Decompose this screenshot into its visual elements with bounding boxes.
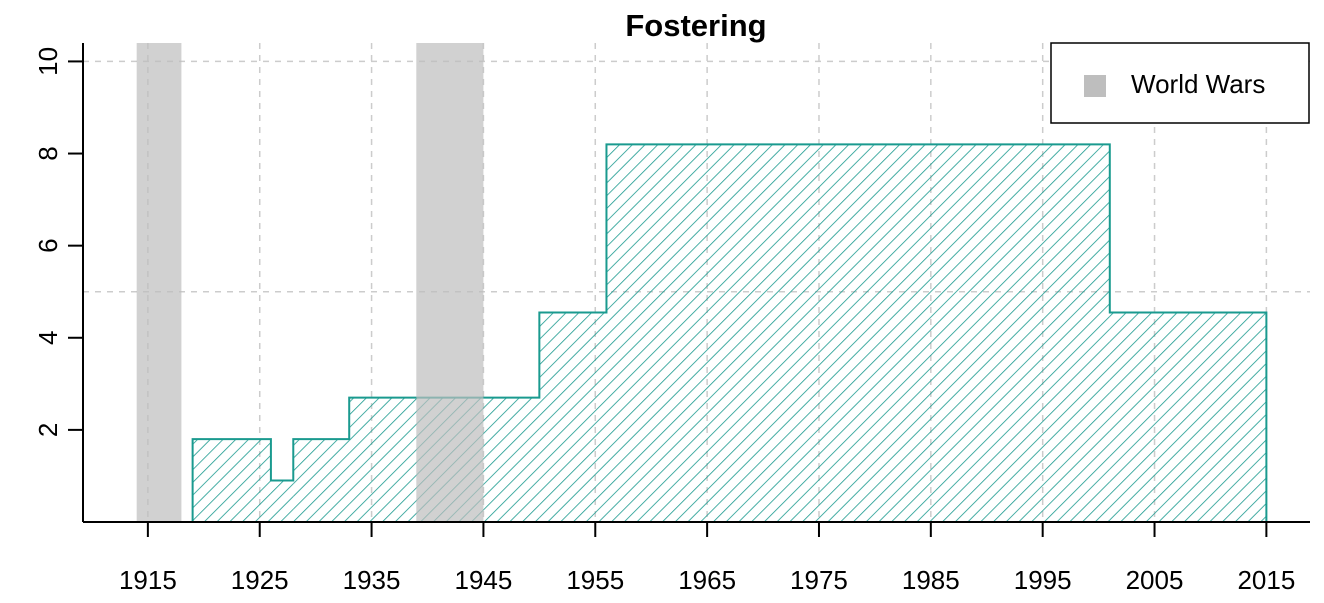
- x-tick-label: 1945: [455, 565, 513, 595]
- step-bar: [1109, 312, 1267, 522]
- y-tick-label: 2: [33, 423, 63, 437]
- step-bar: [270, 480, 294, 522]
- x-tick-label: 2015: [1237, 565, 1295, 595]
- shaded-period: [416, 43, 484, 522]
- step-bar: [192, 439, 271, 522]
- x-tick-label: 1955: [566, 565, 624, 595]
- x-tick-label: 1925: [231, 565, 289, 595]
- chart-title: Fostering: [625, 8, 766, 43]
- x-tick-label: 1935: [343, 565, 401, 595]
- step-bar: [293, 439, 350, 522]
- x-tick-label: 1995: [1014, 565, 1072, 595]
- x-tick-label: 1985: [902, 565, 960, 595]
- y-tick-label: 8: [33, 146, 63, 160]
- legend-swatch: [1084, 75, 1106, 97]
- step-bar: [606, 144, 1110, 523]
- y-tick-label: 4: [33, 331, 63, 345]
- legend-label: World Wars: [1131, 69, 1265, 99]
- x-tick-label: 1915: [119, 565, 177, 595]
- x-tick-label: 1965: [678, 565, 736, 595]
- y-tick-label: 6: [33, 238, 63, 252]
- step-bar: [539, 312, 607, 522]
- y-tick-label: 10: [33, 47, 63, 76]
- x-tick-label: 2005: [1126, 565, 1184, 595]
- x-tick-label: 1975: [790, 565, 848, 595]
- shaded-period: [136, 43, 182, 522]
